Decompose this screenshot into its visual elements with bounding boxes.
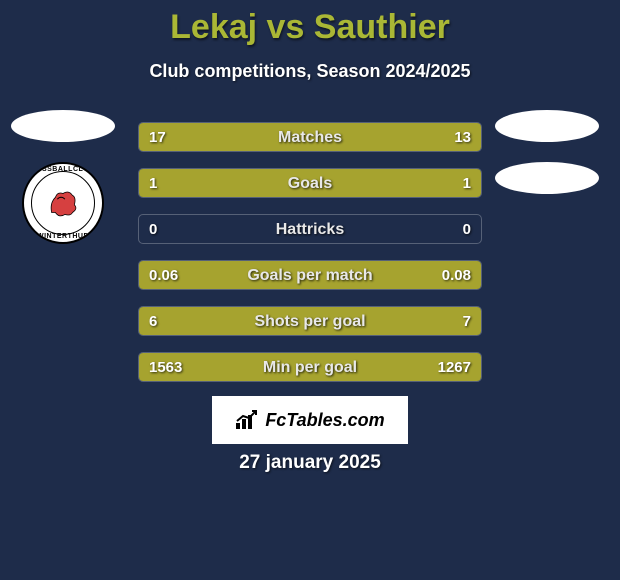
stat-bar-left-fill bbox=[139, 307, 296, 335]
right-player-logo-placeholder-2 bbox=[495, 162, 599, 194]
left-player-column: FUSSBALLCLUB WINTERTHUR bbox=[8, 110, 118, 244]
page-subtitle: Club competitions, Season 2024/2025 bbox=[0, 61, 620, 82]
stat-bar-row: Goals11 bbox=[138, 168, 482, 198]
stat-bar-right-fill bbox=[334, 123, 481, 151]
stat-bar-row: Goals per match0.060.08 bbox=[138, 260, 482, 290]
stat-bar-right-fill bbox=[310, 169, 481, 197]
stat-bar-right-fill bbox=[296, 307, 481, 335]
stat-bar-label: Hattricks bbox=[139, 215, 481, 243]
stat-bar-right-fill bbox=[286, 261, 481, 289]
crest-ring bbox=[31, 171, 95, 235]
right-player-column bbox=[492, 110, 602, 214]
left-player-club-crest: FUSSBALLCLUB WINTERTHUR bbox=[22, 162, 104, 244]
brand-chart-icon bbox=[235, 409, 259, 431]
stat-bar-right-value: 0 bbox=[453, 215, 481, 244]
stat-bar-row: Matches1713 bbox=[138, 122, 482, 152]
stat-bar-row: Hattricks0 0 bbox=[138, 214, 482, 244]
brand-watermark: FcTables.com bbox=[212, 396, 408, 444]
brand-label: FcTables.com bbox=[265, 410, 384, 431]
crest-bottom-text: WINTERTHUR bbox=[24, 233, 102, 240]
right-player-logo-placeholder-1 bbox=[495, 110, 599, 142]
comparison-bars: Matches1713 Goals11 Hattricks0 0 Goals per m… bbox=[138, 122, 482, 398]
stat-bar-left-fill bbox=[139, 123, 334, 151]
snapshot-date: 27 january 2025 bbox=[0, 452, 620, 474]
page-title: Lekaj vs Sauthier bbox=[0, 0, 620, 47]
stat-bar-left-fill bbox=[139, 169, 310, 197]
stat-bar-right-fill bbox=[327, 353, 481, 381]
stat-bar-row: Shots per goal67 bbox=[138, 306, 482, 336]
stat-bar-left-fill bbox=[139, 261, 286, 289]
stat-bar-left-fill bbox=[139, 353, 327, 381]
left-player-logo-placeholder bbox=[11, 110, 115, 142]
stat-bar-row: Min per goal15631267 bbox=[138, 352, 482, 382]
stat-bar-left-value: 0 bbox=[139, 215, 167, 244]
